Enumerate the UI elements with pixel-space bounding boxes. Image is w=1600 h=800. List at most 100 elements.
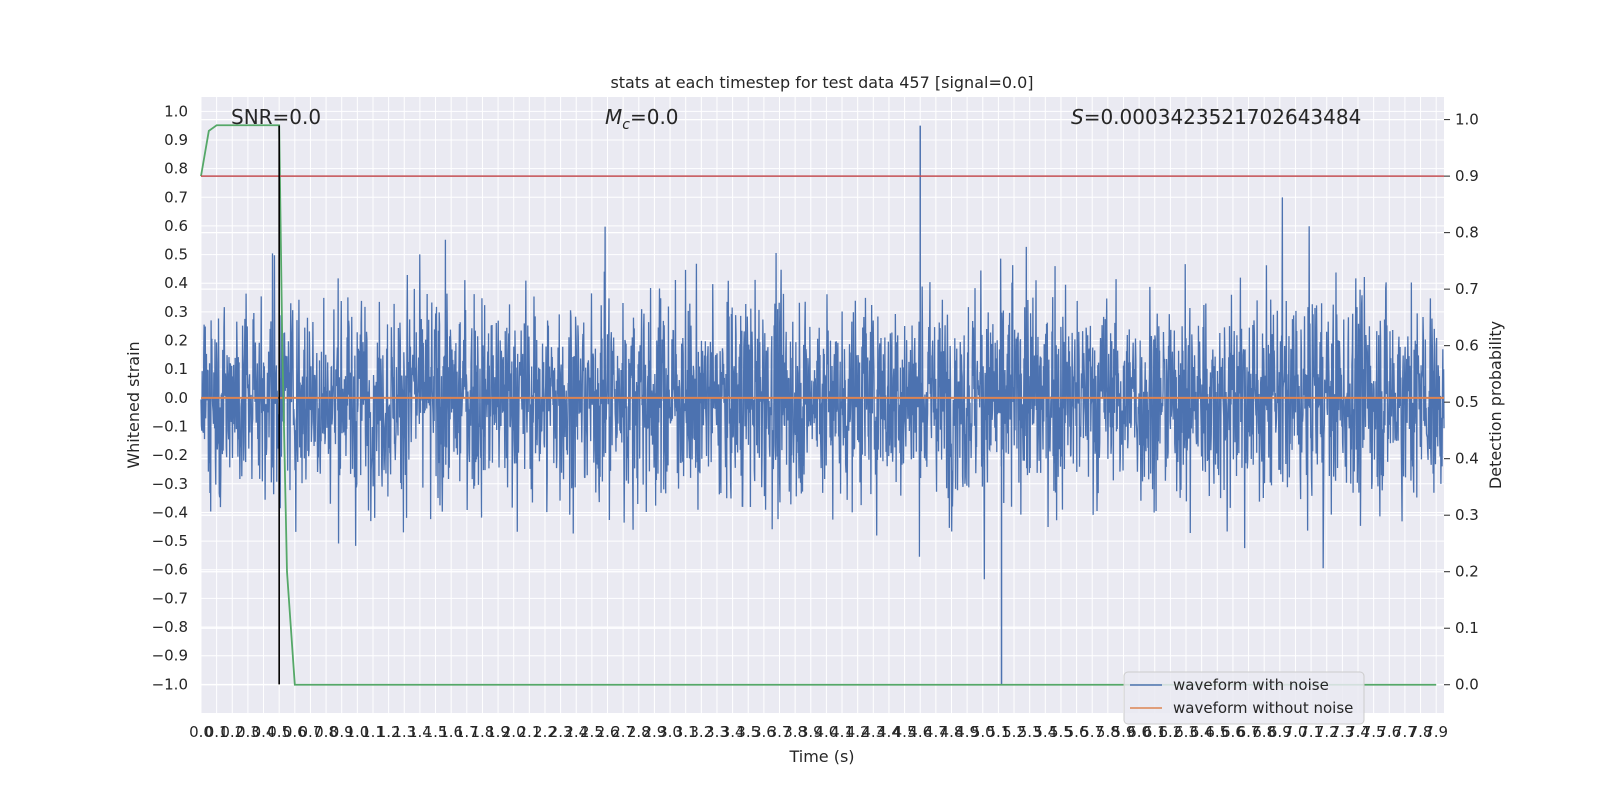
y-tick-label: 0.2 xyxy=(164,332,188,350)
chirp-mass-symbol: M xyxy=(605,105,622,129)
x-tick-label: 6.4 xyxy=(1190,723,1214,741)
x-tick-label: 3.7 xyxy=(768,723,792,741)
x-tick-label: 1.9 xyxy=(486,723,510,741)
y2-tick-label: 0.2 xyxy=(1455,563,1479,581)
x-tick-label: 5.7 xyxy=(1080,723,1104,741)
x-tick-label: 7.7 xyxy=(1393,723,1417,741)
y-tick-label: −0.9 xyxy=(152,647,188,665)
x-tick-label: 2.0 xyxy=(502,723,526,741)
x-tick-label: 4.9 xyxy=(955,723,979,741)
x-tick-label: 1.4 xyxy=(408,723,432,741)
legend-label-noise: waveform with noise xyxy=(1173,676,1329,694)
x-tick-label: 2.1 xyxy=(517,723,541,741)
y-tick-label: −1.0 xyxy=(152,675,188,693)
x-tick-label: 4.1 xyxy=(830,723,854,741)
x-tick-label: 7.6 xyxy=(1377,723,1401,741)
chirp-mass-subscript: c xyxy=(622,117,630,133)
x-tick-label: 0.7 xyxy=(299,723,323,741)
statistic-annotation: S=0.0003423521702643484 xyxy=(1071,105,1361,129)
y-axis-label: Whitened strain xyxy=(124,341,143,468)
chirp-mass-value: =0.0 xyxy=(630,105,679,129)
x-tick-label: 6.3 xyxy=(1174,723,1198,741)
x-tick-label: 5.9 xyxy=(1112,723,1136,741)
y-tick-label: 0.7 xyxy=(164,188,188,206)
x-tick-label: 6.5 xyxy=(1205,723,1229,741)
x-tick-label: 0.8 xyxy=(314,723,338,741)
x-tick-label: 1.6 xyxy=(439,723,463,741)
y-tick-label: 0.1 xyxy=(164,360,188,378)
y-tick-label: 0.0 xyxy=(164,389,188,407)
y2-tick-label: 0.5 xyxy=(1455,393,1479,411)
x-tick-label: 6.2 xyxy=(1158,723,1182,741)
y-tick-label: −0.4 xyxy=(152,503,188,521)
x-tick-label: 1.2 xyxy=(377,723,401,741)
x-tick-label: 3.6 xyxy=(752,723,776,741)
x-tick-label: 3.1 xyxy=(674,723,698,741)
x-tick-label: 7.8 xyxy=(1409,723,1433,741)
y-tick-label: −0.3 xyxy=(152,475,188,493)
x-axis-ticks: 0.00.10.20.30.40.50.60.70.80.91.01.11.21… xyxy=(189,723,1448,741)
y2-axis-ticks: 1.0 0.9 0.8 0.7 0.6 0.5 0.4 0.3 0.2 0.1 0.0 xyxy=(1444,111,1479,694)
y-tick-label: 0.5 xyxy=(164,246,188,264)
x-axis-label: Time (s) xyxy=(788,747,854,766)
x-tick-label: 3.2 xyxy=(689,723,713,741)
x-tick-label: 7.2 xyxy=(1315,723,1339,741)
x-tick-label: 0.1 xyxy=(205,723,229,741)
y-tick-label: 0.8 xyxy=(164,160,188,178)
x-tick-label: 0.4 xyxy=(252,723,276,741)
x-tick-label: 0.9 xyxy=(330,723,354,741)
y-tick-label: −0.7 xyxy=(152,589,188,607)
legend: waveform with noise waveform without noi… xyxy=(1123,671,1365,725)
x-tick-label: 1.0 xyxy=(345,723,369,741)
y2-tick-label: 0.1 xyxy=(1455,619,1479,637)
x-tick-label: 0.6 xyxy=(283,723,307,741)
waveform-with-noise-line xyxy=(200,197,1445,580)
x-tick-label: 7.3 xyxy=(1330,723,1354,741)
x-tick-label: 5.0 xyxy=(971,723,995,741)
detection-probability-line xyxy=(200,124,1437,686)
y2-tick-label: 0.6 xyxy=(1455,337,1479,355)
x-tick-label: 3.3 xyxy=(705,723,729,741)
x-tick-label: 4.5 xyxy=(893,723,917,741)
x-tick-label: 6.8 xyxy=(1252,723,1276,741)
x-tick-label: 0.2 xyxy=(220,723,244,741)
x-tick-label: 2.7 xyxy=(611,723,635,741)
x-tick-label: 5.4 xyxy=(1033,723,1057,741)
y2-axis-label: Detection probability xyxy=(1486,321,1505,489)
x-tick-label: 4.8 xyxy=(940,723,964,741)
x-tick-label: 1.5 xyxy=(424,723,448,741)
statistic-value: =0.0003423521702643484 xyxy=(1084,105,1362,129)
x-tick-label: 4.4 xyxy=(877,723,901,741)
x-tick-label: 0.5 xyxy=(267,723,291,741)
x-tick-label: 7.1 xyxy=(1299,723,1323,741)
x-tick-label: 2.4 xyxy=(564,723,588,741)
chart-title: stats at each timestep for test data 457… xyxy=(610,73,1033,92)
y-tick-label: −0.5 xyxy=(152,532,188,550)
x-tick-label: 4.7 xyxy=(924,723,948,741)
x-tick-label: 3.8 xyxy=(783,723,807,741)
y2-tick-label: 0.8 xyxy=(1455,224,1479,242)
x-tick-label: 4.3 xyxy=(861,723,885,741)
x-tick-label: 6.7 xyxy=(1237,723,1261,741)
x-tick-label: 5.2 xyxy=(1002,723,1026,741)
x-tick-label: 2.5 xyxy=(580,723,604,741)
x-tick-label: 7.5 xyxy=(1362,723,1386,741)
x-tick-label: 1.8 xyxy=(471,723,495,741)
y-tick-label: 1.0 xyxy=(164,102,188,120)
y-tick-label: 0.6 xyxy=(164,217,188,235)
x-tick-label: 3.5 xyxy=(736,723,760,741)
y-tick-label: 0.4 xyxy=(164,274,188,292)
x-tick-label: 4.2 xyxy=(846,723,870,741)
x-tick-label: 0.3 xyxy=(236,723,260,741)
x-tick-label: 0.0 xyxy=(189,723,213,741)
x-tick-label: 2.2 xyxy=(533,723,557,741)
y2-tick-label: 0.4 xyxy=(1455,450,1479,468)
x-tick-label: 2.9 xyxy=(642,723,666,741)
x-tick-label: 4.6 xyxy=(908,723,932,741)
x-tick-label: 5.6 xyxy=(1065,723,1089,741)
y-tick-label: −0.8 xyxy=(152,618,188,636)
x-tick-label: 2.3 xyxy=(549,723,573,741)
x-tick-label: 6.6 xyxy=(1221,723,1245,741)
legend-label-clean: waveform without noise xyxy=(1173,699,1353,717)
